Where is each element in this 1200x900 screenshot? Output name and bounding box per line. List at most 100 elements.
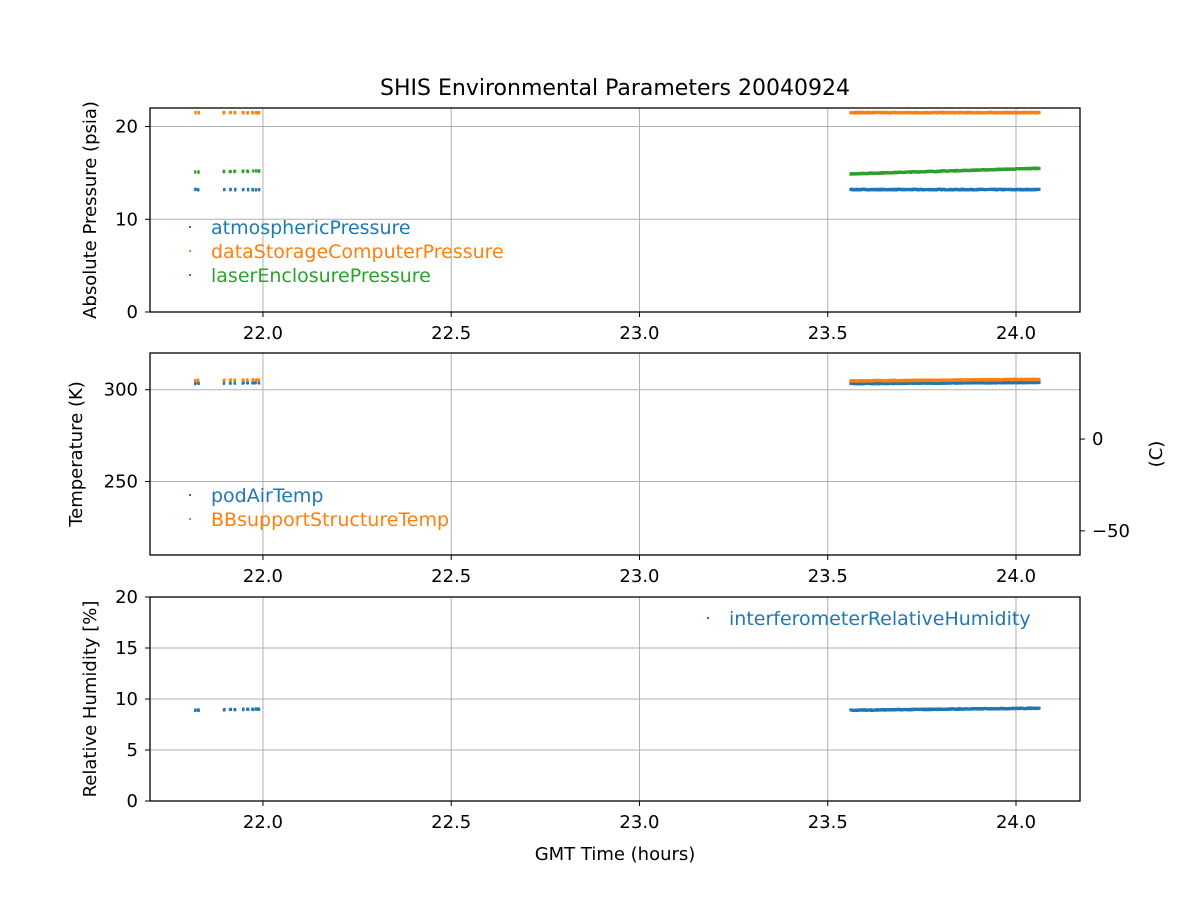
legend-marker <box>189 518 191 520</box>
series-BBsupportStructureTemp <box>194 377 1041 383</box>
data-point <box>223 378 226 382</box>
legend-entry: podAirTemp <box>211 485 323 507</box>
data-point <box>194 379 197 383</box>
x-tick-label: 23.0 <box>619 566 659 587</box>
data-point <box>229 707 232 711</box>
data-point <box>234 169 237 173</box>
data-point <box>197 381 200 385</box>
y-tick-label: 5 <box>127 740 138 761</box>
y-tick-label: 20 <box>115 587 138 608</box>
subplot-1: 22.0 22.5 23.0 23.5 24.0 0 10 20 Absolute Pressu… <box>80 101 1081 344</box>
data-point <box>229 111 232 115</box>
legend-marker <box>189 274 191 276</box>
series-interferometerRelativeHumidity <box>194 706 1041 713</box>
data-point <box>246 111 249 115</box>
legend-entry: BBsupportStructureTemp <box>211 509 449 531</box>
legend-entry: interferometerRelativeHumidity <box>729 608 1031 630</box>
data-point <box>242 187 245 191</box>
data-point <box>257 188 260 192</box>
legend: atmosphericPressuredataStorageComputerPr… <box>189 217 504 287</box>
data-point <box>247 707 250 711</box>
y-right-axis-label: (C) <box>1146 441 1167 468</box>
data-point <box>229 170 232 174</box>
data-point <box>258 707 261 711</box>
y-tick-label: 20 <box>115 117 138 138</box>
series-atmosphericPressure <box>194 187 1041 192</box>
x-tick-label: 22.0 <box>243 812 283 833</box>
data-point <box>247 188 250 192</box>
legend-marker <box>189 250 191 252</box>
subplot-2: 22.0 22.5 23.0 23.5 24.0 250 300 0 −50 (C) Tempera… <box>66 352 1167 587</box>
series-laserEnclosurePressure <box>194 166 1041 176</box>
data-point <box>228 170 231 174</box>
data-point <box>246 707 249 711</box>
data-point <box>223 110 226 114</box>
y-axis-label: Temperature (K) <box>66 381 87 528</box>
x-tick-label: 24.0 <box>996 323 1036 344</box>
x-tick-label: 23.0 <box>619 323 659 344</box>
chart-title: SHIS Environmental Parameters 20040924 <box>380 76 850 101</box>
data-point <box>1037 187 1041 191</box>
subplots: 22.0 22.5 23.0 23.5 24.0 0 10 20 Absolute Pressu… <box>66 101 1167 833</box>
data-point <box>255 188 258 192</box>
data-point <box>1037 380 1041 384</box>
axes-frame <box>149 107 1081 313</box>
data-point <box>223 188 226 192</box>
data-point <box>242 707 245 711</box>
data-point <box>234 188 237 192</box>
data-point <box>1037 111 1041 115</box>
data-point <box>258 169 261 173</box>
data-point <box>252 188 255 192</box>
y-right-tick-label: 0 <box>1092 429 1103 450</box>
data-point <box>254 381 257 385</box>
legend-marker <box>189 226 191 228</box>
x-tick-label: 23.0 <box>619 812 659 833</box>
data-point <box>251 111 254 115</box>
data-point <box>252 169 255 173</box>
legend-marker <box>189 494 191 496</box>
data-point <box>229 381 232 385</box>
data-point <box>251 707 254 711</box>
subplot-3: 22.0 22.5 23.0 23.5 24.0 0 5 10 15 20 Relative Hum… <box>80 587 1081 833</box>
data-point <box>194 188 197 192</box>
x-tick-label: 23.5 <box>808 566 848 587</box>
data-point <box>241 381 244 385</box>
data-point <box>1037 706 1041 710</box>
series-podAirTemp <box>194 380 1041 386</box>
data-point <box>229 187 232 191</box>
data-point <box>255 169 258 173</box>
data-point <box>255 378 258 382</box>
x-tick-label: 22.5 <box>431 566 471 587</box>
data-point <box>257 378 260 382</box>
x-tick-label: 24.0 <box>996 566 1036 587</box>
axes-frame <box>149 352 1081 556</box>
data-point <box>241 110 244 114</box>
data-point <box>241 169 244 173</box>
data-point <box>233 378 236 382</box>
data-point <box>257 111 260 115</box>
data-point <box>246 381 249 385</box>
data-point <box>233 381 236 385</box>
y-tick-label: 10 <box>115 689 138 710</box>
data-point <box>197 709 200 713</box>
data-point <box>197 378 200 382</box>
data-point <box>194 381 197 385</box>
data-point <box>229 378 232 382</box>
x-tick-label: 23.5 <box>808 323 848 344</box>
series-dataStorageComputerPressure <box>194 110 1041 115</box>
data-point <box>242 381 245 385</box>
x-tick-label: 22.5 <box>431 323 471 344</box>
legend-entry: atmosphericPressure <box>211 217 411 239</box>
data-point <box>1037 167 1041 171</box>
x-tick-label: 22.0 <box>243 323 283 344</box>
data-point <box>194 708 197 712</box>
data-point <box>197 110 200 114</box>
data-point <box>197 188 200 192</box>
data-point <box>246 378 249 382</box>
y-tick-label: 10 <box>115 209 138 230</box>
y-right-tick-label: −50 <box>1092 521 1130 542</box>
y-tick-label: 0 <box>127 791 138 812</box>
y-axis-label: Relative Humidity [%] <box>80 601 101 798</box>
